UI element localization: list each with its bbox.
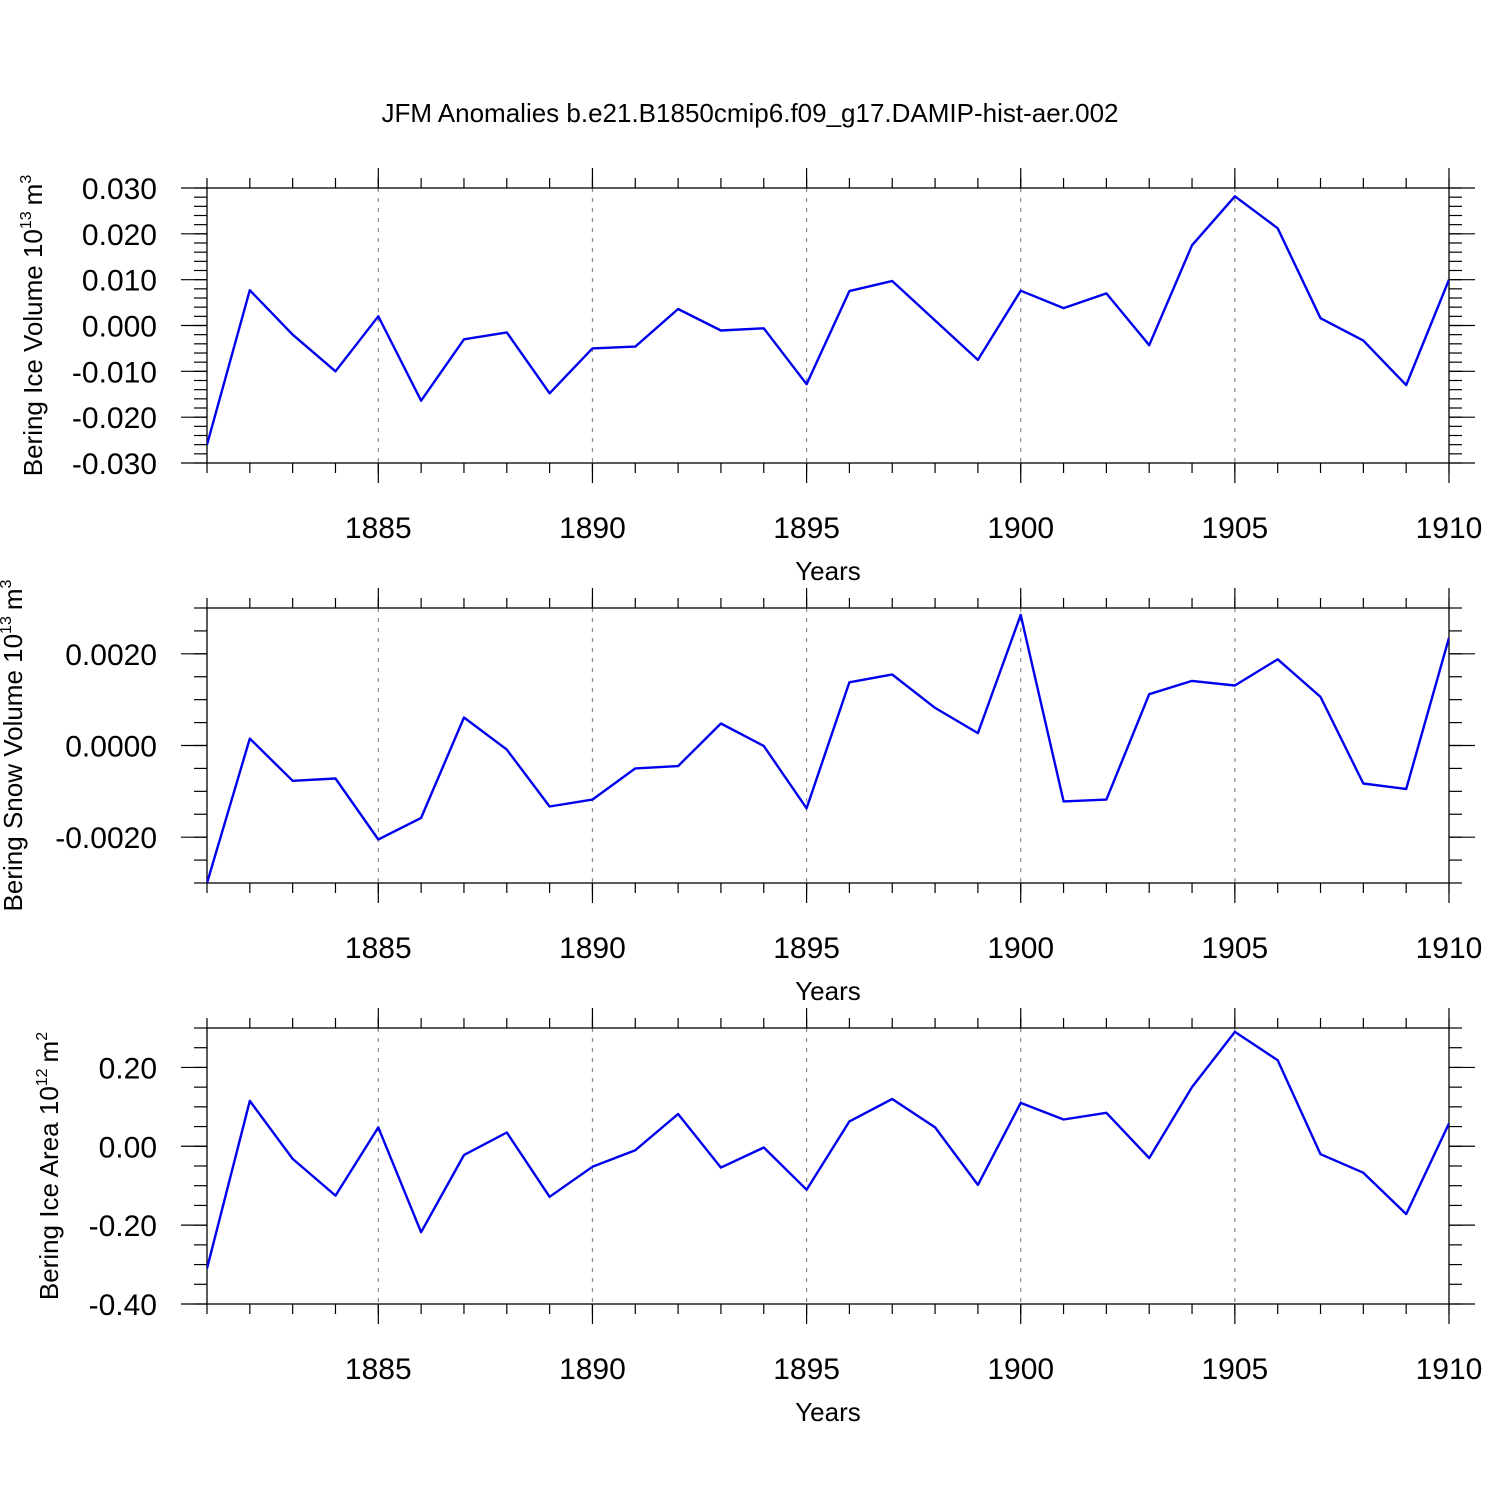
y-tick-label: 0.000 bbox=[82, 311, 157, 344]
panel-snow-volume: 1885 1890 1895 1900 1905 1910 0.0020 0.0000 -0.0… bbox=[0, 579, 1482, 1006]
y-tick-label: 0.010 bbox=[82, 265, 157, 298]
y-label-unit: m bbox=[34, 1041, 64, 1063]
panel-ice-area: 1885 1890 1895 1900 1905 1910 0.20 0.00 -0.20 -0.… bbox=[34, 1008, 1482, 1427]
panel-ice-volume: 1885 1890 1895 1900 1905 1910 0.030 0.020 0.010 0… bbox=[18, 168, 1482, 586]
y-tick-label: -0.20 bbox=[89, 1210, 157, 1243]
x-tick-label: 1910 bbox=[1416, 512, 1483, 545]
x-tick-label: 1895 bbox=[773, 512, 840, 545]
x-tick-label: 1910 bbox=[1416, 1353, 1483, 1386]
y-label-unit: m bbox=[0, 588, 28, 610]
y-tick-label: -0.020 bbox=[72, 402, 157, 435]
y-tick-label: 0.00 bbox=[99, 1131, 157, 1164]
series-line bbox=[207, 1030, 1449, 1269]
y-label-unit-exponent: 2 bbox=[34, 1032, 51, 1041]
x-tick-label: 1885 bbox=[345, 932, 412, 965]
y-tick-label: 0.0000 bbox=[65, 731, 157, 764]
x-tick-label: 1895 bbox=[773, 932, 840, 965]
x-axis-label: Years bbox=[795, 1397, 861, 1427]
x-tick-label: 1905 bbox=[1201, 512, 1268, 545]
series-line bbox=[207, 195, 1449, 446]
x-tick-label: 1905 bbox=[1201, 932, 1268, 965]
y-label-unit-exponent: 3 bbox=[0, 579, 15, 588]
chart-title: JFM Anomalies b.e21.B1850cmip6.f09_g17.D… bbox=[381, 98, 1118, 128]
y-tick-label: 0.0020 bbox=[65, 639, 157, 672]
y-label-text: Bering Ice Volume 10 bbox=[18, 229, 48, 476]
y-label-exponent: 13 bbox=[0, 616, 15, 634]
x-axis-label: Years bbox=[795, 976, 861, 1006]
x-tick-label: 1905 bbox=[1201, 1353, 1268, 1386]
y-tick-label: -0.010 bbox=[72, 356, 157, 389]
x-axis-label: Years bbox=[795, 556, 861, 586]
y-axis-label: Bering Ice Area 1012 m2 bbox=[34, 1032, 64, 1300]
panels: 1885 1890 1895 1900 1905 1910 0.030 0.020 0.010 0… bbox=[0, 168, 1482, 1427]
y-axis-label: Bering Ice Volume 1013 m3 bbox=[18, 175, 48, 477]
x-tick-label: 1890 bbox=[559, 512, 626, 545]
y-label-text: Bering Ice Area 10 bbox=[34, 1086, 64, 1300]
x-tick-label: 1885 bbox=[345, 1353, 412, 1386]
x-tick-label: 1885 bbox=[345, 512, 412, 545]
y-tick-label: 0.030 bbox=[82, 173, 157, 206]
x-tick-label: 1895 bbox=[773, 1353, 840, 1386]
plot-frame bbox=[206, 187, 1450, 464]
x-tick-label: 1900 bbox=[987, 1353, 1054, 1386]
x-tick-label: 1900 bbox=[987, 932, 1054, 965]
y-axis-label: Bering Snow Volume 1013 m3 bbox=[0, 579, 28, 911]
y-label-unit-exponent: 3 bbox=[18, 175, 35, 184]
y-tick-label: -0.40 bbox=[89, 1289, 157, 1322]
x-tick-label: 1890 bbox=[559, 932, 626, 965]
y-tick-label: -0.0020 bbox=[55, 822, 157, 855]
y-label-text: Bering Snow Volume 10 bbox=[0, 634, 28, 912]
y-label-exponent: 13 bbox=[18, 211, 35, 229]
y-label-exponent: 12 bbox=[34, 1068, 51, 1086]
y-tick-label: 0.020 bbox=[82, 219, 157, 252]
y-tick-label: 0.20 bbox=[99, 1052, 157, 1085]
x-tick-label: 1900 bbox=[987, 512, 1054, 545]
y-label-unit: m bbox=[18, 184, 48, 206]
x-tick-label: 1890 bbox=[559, 1353, 626, 1386]
y-tick-label: -0.030 bbox=[72, 448, 157, 481]
x-tick-label: 1910 bbox=[1416, 932, 1483, 965]
series-line bbox=[207, 613, 1449, 884]
